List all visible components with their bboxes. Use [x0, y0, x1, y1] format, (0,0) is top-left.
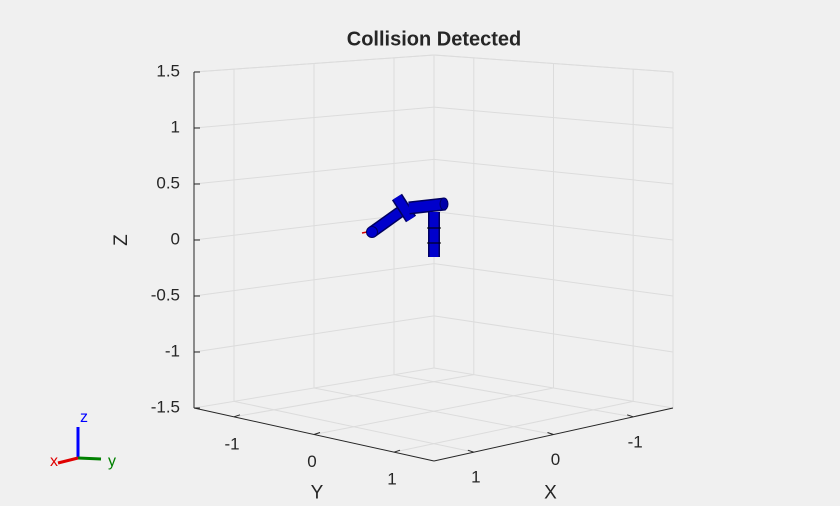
x-axis-label: X — [544, 483, 557, 504]
z-axis-label: Z — [111, 234, 132, 246]
link — [393, 194, 415, 222]
triad-y — [77, 456, 102, 461]
grid-line — [433, 211, 674, 241]
z-tick-label: 1 — [171, 117, 180, 136]
triad: z y x — [50, 409, 116, 470]
z-tick-label: -0.5 — [151, 285, 180, 304]
x-tick-label: -1 — [628, 432, 643, 451]
triad-y-label: y — [108, 453, 116, 470]
joint — [366, 226, 378, 238]
x-tick — [627, 414, 634, 418]
grid-line — [433, 158, 674, 185]
x-tick — [547, 432, 554, 435]
grid-line — [393, 400, 634, 453]
x-tick-label: 0 — [551, 450, 560, 469]
grid-line — [193, 315, 435, 353]
x-tick-label: 1 — [471, 468, 480, 487]
y-tick-label: 0 — [307, 452, 316, 471]
y-tick-label: -1 — [224, 434, 239, 453]
z-tick-label: 0 — [171, 229, 180, 248]
grid-line — [313, 387, 554, 435]
grid-line — [193, 367, 435, 409]
y-tick — [233, 414, 241, 418]
box-edge — [433, 54, 674, 73]
y-tick — [393, 449, 401, 453]
z-tick-label: -1 — [165, 341, 180, 360]
grid-line — [433, 367, 674, 409]
triad-x-label: x — [50, 453, 58, 470]
y-tick-label: 1 — [387, 470, 396, 489]
z-tick-label: -1.5 — [151, 397, 180, 416]
joint — [439, 197, 449, 211]
grid-line — [193, 106, 435, 129]
grid-line — [433, 263, 674, 297]
y-axis-label: Y — [311, 483, 324, 504]
z-tick-label: 0.5 — [156, 173, 180, 192]
grid-line — [433, 106, 674, 129]
triad-x — [57, 456, 79, 465]
y-tick — [313, 432, 321, 435]
triad-z-label: z — [80, 409, 88, 426]
grid-line — [233, 374, 474, 418]
robot — [361, 193, 449, 257]
link — [408, 199, 446, 213]
grid-line — [193, 263, 435, 297]
box-edge — [193, 54, 435, 73]
grid — [193, 54, 674, 462]
grid-line — [433, 315, 674, 353]
z-tick-label: 1.5 — [156, 61, 180, 80]
x-tick — [467, 449, 474, 453]
grid-line — [193, 158, 435, 185]
chart-title: Collision Detected — [347, 28, 521, 50]
